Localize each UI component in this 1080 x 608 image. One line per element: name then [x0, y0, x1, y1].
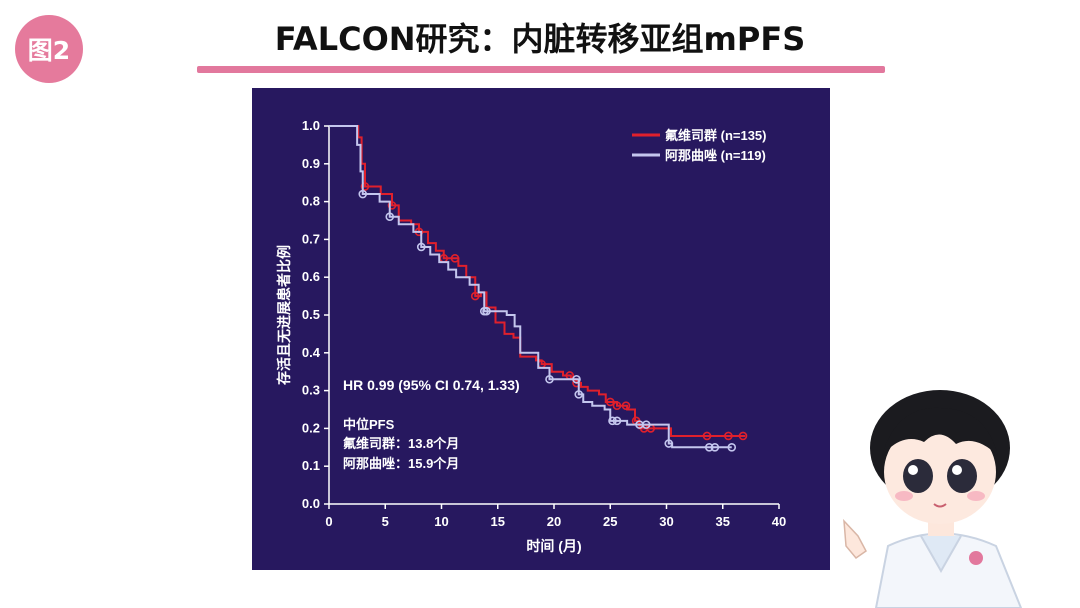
y-tick-label: 0.0	[302, 496, 320, 511]
censor-mark-1	[664, 439, 674, 448]
km-chart-panel: 0 5 10 15 20 25 30 35 40 0.0 0.1 0.2 0.3 0.4 0.5 0.6 0.7…	[252, 88, 830, 570]
y-tick-label: 1.0	[302, 118, 320, 133]
right-eye-highlight	[952, 465, 962, 475]
doctor-collar	[920, 535, 962, 574]
x-tick-label: 35	[716, 514, 730, 529]
median-anastrozole: 阿那曲唑：15.9个月	[343, 456, 459, 471]
median-fulvestrant: 氟维司群：13.8个月	[343, 436, 459, 451]
pointing-hand-icon	[843, 518, 867, 560]
censor-mark-1	[608, 416, 617, 426]
y-tick-label: 0.8	[302, 194, 320, 209]
y-tick-label: 0.1	[302, 458, 320, 473]
slide-title: FALCON研究：内脏转移亚组mPFS	[274, 20, 806, 58]
censor-mark-0	[702, 431, 712, 441]
censor-mark-1	[574, 390, 584, 399]
censor-mark-0	[612, 401, 622, 411]
x-tick-label: 20	[547, 514, 561, 529]
x-tick-label: 25	[603, 514, 617, 529]
x-tick-label: 30	[659, 514, 673, 529]
doctor-fringe	[882, 407, 998, 456]
censor-mark-0	[387, 201, 397, 210]
y-tick-label: 0.6	[302, 269, 320, 284]
x-tick-label: 0	[325, 514, 332, 529]
km-chart: 0 5 10 15 20 25 30 35 40 0.0 0.1 0.2 0.3 0.4 0.5 0.6 0.7…	[276, 118, 786, 554]
censor-mark-0	[738, 431, 748, 441]
censor-mark-0	[605, 397, 615, 407]
left-eye	[903, 459, 933, 493]
censor-mark-1	[385, 212, 395, 222]
doctor-mouth	[933, 503, 947, 508]
censor-mark-0	[470, 291, 480, 301]
y-tick-label: 0.4	[302, 345, 321, 360]
censor-mark-0	[724, 431, 733, 441]
series-line-1	[329, 125, 732, 449]
y-tick-label: 0.7	[302, 231, 320, 246]
censor-mark-0	[360, 182, 370, 191]
x-tick-label: 40	[772, 514, 786, 529]
x-tick-label: 15	[491, 514, 505, 529]
figure-label: 图2	[27, 36, 71, 65]
right-blush	[967, 491, 985, 501]
y-tick-label: 0.2	[302, 420, 320, 435]
left-blush	[895, 491, 913, 501]
y-tick-label: 0.9	[302, 156, 320, 171]
censor-mark-1	[641, 420, 651, 429]
left-eye-highlight	[908, 465, 918, 475]
doctor-badge-icon	[969, 551, 983, 565]
legend-label-1: 阿那曲唑 (n=119)	[665, 148, 766, 163]
censor-mark-1	[704, 442, 714, 452]
figure-badge: 图2	[15, 15, 83, 83]
censor-mark-1	[358, 189, 368, 199]
censor-mark-1	[612, 416, 622, 426]
censor-mark-1	[545, 374, 554, 384]
legend-label-0: 氟维司群 (n=135)	[665, 128, 767, 143]
cartoon-doctor-illustration	[843, 390, 1023, 608]
title-underline-bar	[197, 66, 885, 73]
censor-mark-1	[572, 374, 581, 384]
hr-annotation: HR 0.99 (95% CI 0.74, 1.33)	[343, 377, 520, 393]
right-eye	[947, 459, 977, 493]
censor-mark-1	[727, 442, 737, 452]
y-axis-label: 存活且无进展患者比例	[276, 245, 292, 385]
y-tick-label: 0.3	[302, 383, 320, 398]
censor-mark-1	[482, 306, 491, 316]
x-tick-label: 5	[382, 514, 389, 529]
series-line-0	[329, 125, 746, 437]
y-tick-label: 0.5	[302, 307, 320, 322]
censor-mark-1	[416, 242, 426, 252]
x-axis-label: 时间 (月)	[526, 538, 581, 554]
censor-mark-0	[621, 401, 631, 411]
x-tick-label: 10	[434, 514, 448, 529]
censor-mark-0	[450, 254, 460, 263]
censor-mark-1	[710, 442, 720, 452]
median-pfs-title: 中位PFS	[343, 417, 395, 432]
